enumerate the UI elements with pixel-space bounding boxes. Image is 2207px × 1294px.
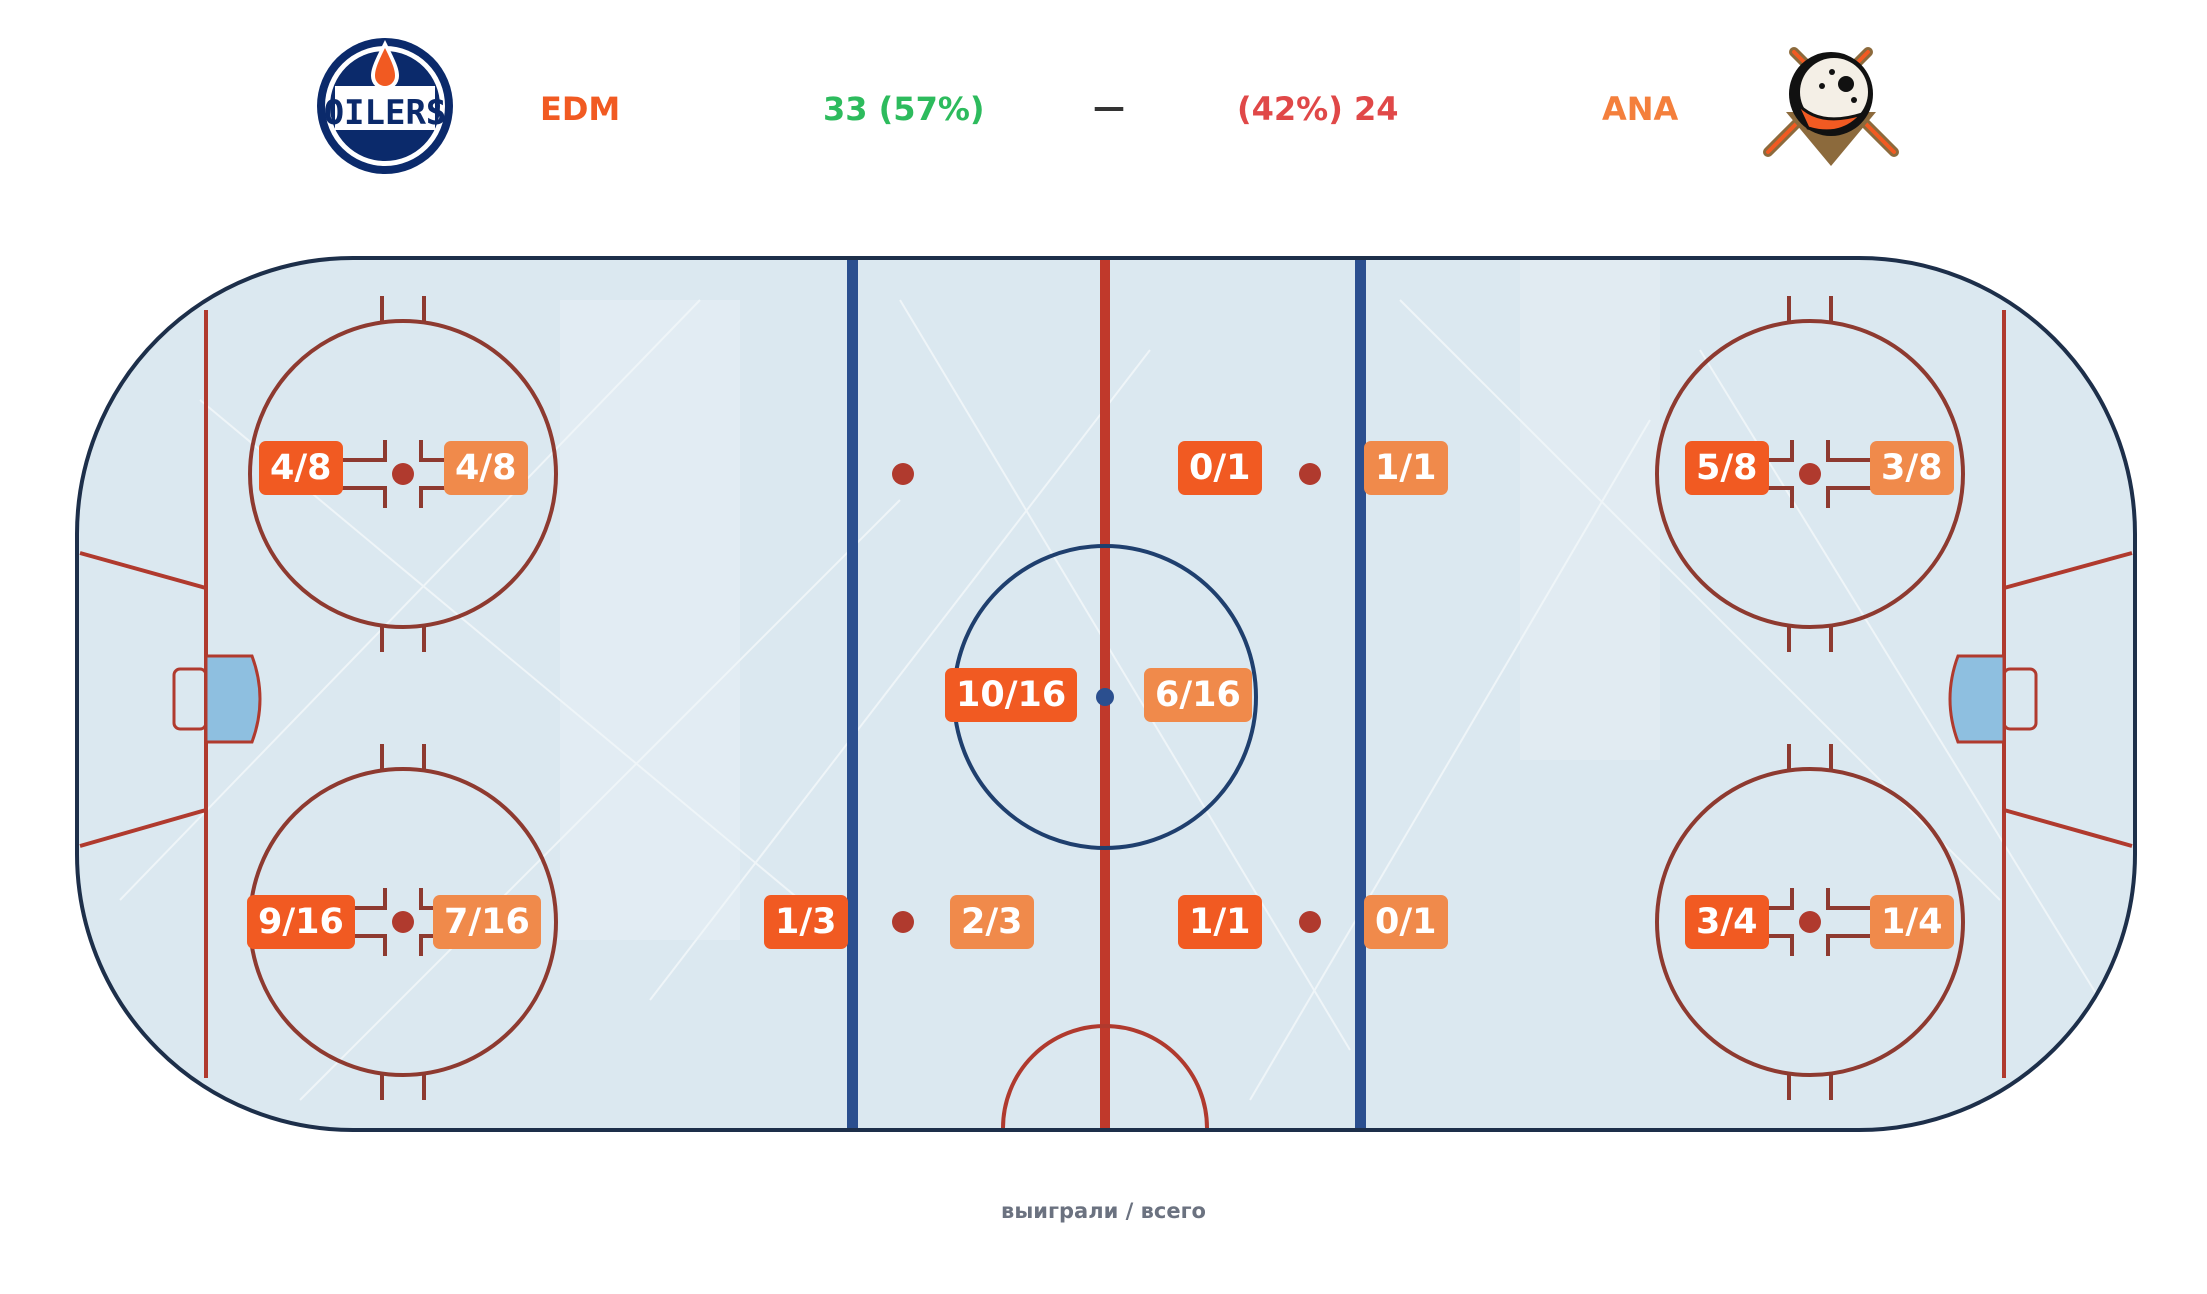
rink-boards xyxy=(75,256,2137,1132)
faceoff-badge-edm: 1/1 xyxy=(1178,895,1262,949)
score-separator: — xyxy=(1093,88,1125,126)
faceoff-badge-ana: 4/8 xyxy=(444,441,528,495)
faceoff-circle-left-top xyxy=(248,319,558,629)
faceoff-badge-ana: 2/3 xyxy=(950,895,1034,949)
svg-text:OILERS: OILERS xyxy=(324,93,447,133)
team-left-score: 33 (57%) xyxy=(823,90,985,128)
faceoff-dot-neutral-left-bottom xyxy=(892,911,914,933)
faceoff-badge-ana: 6/16 xyxy=(1144,668,1252,722)
team-right-score: (42%) 24 xyxy=(1237,90,1399,128)
goal-crease-right xyxy=(1948,654,2006,744)
goal-net-left xyxy=(172,667,208,731)
blue-line-left xyxy=(847,260,858,1128)
blue-line-right xyxy=(1355,260,1366,1128)
faceoff-badge-ana: 3/8 xyxy=(1870,441,1954,495)
faceoff-dot-neutral-right-top xyxy=(1299,463,1321,485)
faceoff-dot-right-bottom xyxy=(1799,911,1821,933)
faceoff-badge-ana: 7/16 xyxy=(433,895,541,949)
goal-net-right xyxy=(2002,667,2038,731)
faceoff-badge-edm: 0/1 xyxy=(1178,441,1262,495)
faceoff-dot-left-bottom xyxy=(392,911,414,933)
faceoff-badge-edm: 3/4 xyxy=(1685,895,1769,949)
faceoff-badge-edm: 1/3 xyxy=(764,895,848,949)
faceoff-dot-right-top xyxy=(1799,463,1821,485)
goal-crease-left xyxy=(204,654,262,744)
faceoff-badge-edm: 10/16 xyxy=(945,668,1078,722)
faceoff-circle-right-top xyxy=(1655,319,1965,629)
faceoff-dot-neutral-right-bottom xyxy=(1299,911,1321,933)
faceoff-dot-left-top xyxy=(392,463,414,485)
faceoff-badge-ana: 1/4 xyxy=(1870,895,1954,949)
faceoff-dot-neutral-left-top xyxy=(892,463,914,485)
faceoff-badge-ana: 1/1 xyxy=(1364,441,1448,495)
faceoff-badge-edm: 5/8 xyxy=(1685,441,1769,495)
team-right-name: ANA xyxy=(1602,90,1679,128)
faceoff-badge-edm: 9/16 xyxy=(247,895,355,949)
faceoff-circle-right-bottom xyxy=(1655,767,1965,1077)
faceoff-badge-edm: 4/8 xyxy=(259,441,343,495)
team-left-name: EDM xyxy=(540,90,621,128)
center-faceoff-dot xyxy=(1096,688,1114,706)
faceoff-badge-ana: 0/1 xyxy=(1364,895,1448,949)
ducks-logo-icon xyxy=(1763,47,1899,166)
referee-crease xyxy=(1001,1024,1209,1129)
oilers-logo-icon: OILERS xyxy=(317,38,453,174)
legend-caption: выиграли / всего xyxy=(1001,1199,1206,1223)
